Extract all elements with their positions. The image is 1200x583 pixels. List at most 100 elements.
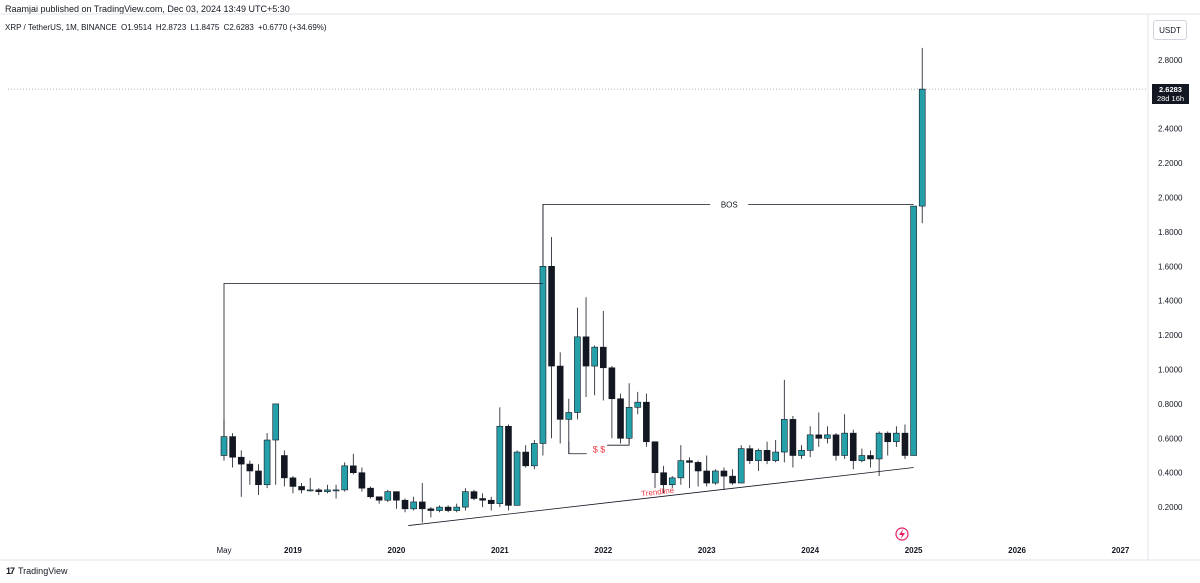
candle-body[interactable] (298, 486, 305, 491)
time-tick-label: 2023 (698, 546, 716, 555)
candle-body[interactable] (780, 419, 788, 453)
price-tick-label: 0.2000 (1158, 503, 1183, 512)
liquidity-line-left[interactable] (568, 441, 587, 455)
candle-body[interactable] (668, 477, 676, 486)
candle-body[interactable] (617, 398, 624, 439)
symbol-name[interactable]: XRP / TetherUS, 1M, BINANCE (5, 23, 117, 32)
candle-body[interactable] (901, 432, 909, 456)
candle-body[interactable] (565, 412, 573, 420)
liquidity-line-right[interactable] (607, 438, 630, 446)
candle-body[interactable] (608, 367, 616, 400)
candle-body[interactable] (505, 425, 512, 506)
time-tick-label: 2019 (284, 546, 302, 555)
candle-body[interactable] (591, 346, 598, 367)
candle-body[interactable] (281, 455, 288, 479)
candle-body[interactable] (806, 434, 814, 451)
candle-body[interactable] (893, 432, 900, 443)
candle-body[interactable] (815, 434, 823, 439)
tradingview-brand[interactable]: 17 TradingView (6, 566, 68, 576)
candle-body[interactable] (694, 462, 702, 472)
candle-body[interactable] (875, 432, 883, 460)
ohlc-low: L1.8475 (190, 23, 220, 32)
candle-body[interactable] (289, 477, 297, 487)
candle-body[interactable] (548, 265, 555, 367)
candle-body[interactable] (858, 455, 866, 461)
candle-body[interactable] (686, 460, 693, 463)
candle-body[interactable] (255, 470, 262, 486)
candle-body[interactable] (867, 455, 874, 460)
candle-body[interactable] (418, 501, 426, 510)
candle-body[interactable] (393, 491, 400, 501)
candle-body[interactable] (599, 346, 607, 369)
time-tick-label: 2022 (594, 546, 612, 555)
candle-body[interactable] (237, 456, 245, 465)
candle-body[interactable] (427, 508, 435, 511)
candle-body[interactable] (444, 506, 452, 511)
candle-body[interactable] (755, 450, 762, 461)
candle-body[interactable] (539, 265, 547, 444)
candle-body[interactable] (384, 491, 392, 501)
candle-body[interactable] (479, 498, 486, 501)
countdown: 28d 16h (1156, 94, 1185, 103)
candle-body[interactable] (746, 448, 754, 461)
candle-body[interactable] (651, 441, 659, 473)
candle-body[interactable] (789, 419, 797, 456)
candle-body[interactable] (772, 451, 779, 461)
candle-body[interactable] (832, 434, 840, 456)
candle-body[interactable] (737, 448, 745, 484)
event-lightning-icon[interactable] (895, 527, 909, 541)
candle-body[interactable] (660, 472, 667, 486)
candle-body[interactable] (324, 489, 331, 492)
candle-body[interactable] (349, 465, 357, 474)
candle-body[interactable] (582, 336, 590, 367)
price-tick-label: 2.0000 (1158, 194, 1183, 203)
candle-body[interactable] (910, 205, 917, 456)
bos-line-left[interactable] (542, 203, 711, 267)
candle-body[interactable] (470, 491, 478, 499)
candle-body[interactable] (436, 506, 443, 511)
candle-body[interactable] (496, 425, 504, 504)
candle-body[interactable] (453, 506, 461, 511)
candle-body[interactable] (703, 470, 711, 484)
candle-body[interactable] (487, 499, 495, 504)
candle-body[interactable] (341, 465, 348, 491)
candle-body[interactable] (763, 450, 771, 461)
candle-body[interactable] (263, 439, 271, 486)
candle-body[interactable] (462, 491, 469, 508)
candle-body[interactable] (556, 365, 564, 420)
candle-body[interactable] (729, 475, 736, 484)
candle-body[interactable] (677, 460, 685, 479)
candle-body[interactable] (401, 499, 409, 510)
candle-body[interactable] (246, 463, 254, 472)
candle-body[interactable] (798, 450, 805, 456)
candle-body[interactable] (841, 432, 848, 456)
candle-body[interactable] (375, 496, 383, 501)
candle-body[interactable] (522, 451, 530, 467)
candle-body[interactable] (229, 436, 236, 458)
candle-body[interactable] (720, 470, 728, 477)
candle-body[interactable] (531, 443, 538, 467)
candle-body[interactable] (849, 432, 857, 461)
candle-body[interactable] (625, 407, 633, 439)
candle-body[interactable] (513, 451, 521, 506)
candle-body[interactable] (315, 489, 323, 492)
candle-body[interactable] (712, 470, 719, 484)
candle-body[interactable] (824, 434, 831, 439)
trendline[interactable] (408, 467, 914, 526)
candle-body[interactable] (410, 501, 417, 510)
range-high-bracket[interactable] (223, 283, 543, 437)
candle-body[interactable] (634, 401, 642, 408)
candle-body[interactable] (220, 436, 228, 456)
candle-body[interactable] (272, 403, 280, 441)
candle-body[interactable] (884, 432, 892, 443)
candle-body[interactable] (358, 472, 366, 489)
currency-button[interactable]: USDT (1153, 20, 1187, 40)
candle-body[interactable] (918, 88, 926, 207)
candle-body[interactable] (574, 336, 581, 413)
candle-body[interactable] (367, 487, 374, 498)
time-tick-label: 2026 (1008, 546, 1026, 555)
candle-body[interactable] (643, 401, 650, 443)
candle-body[interactable] (332, 489, 340, 492)
candle-body[interactable] (306, 489, 314, 492)
